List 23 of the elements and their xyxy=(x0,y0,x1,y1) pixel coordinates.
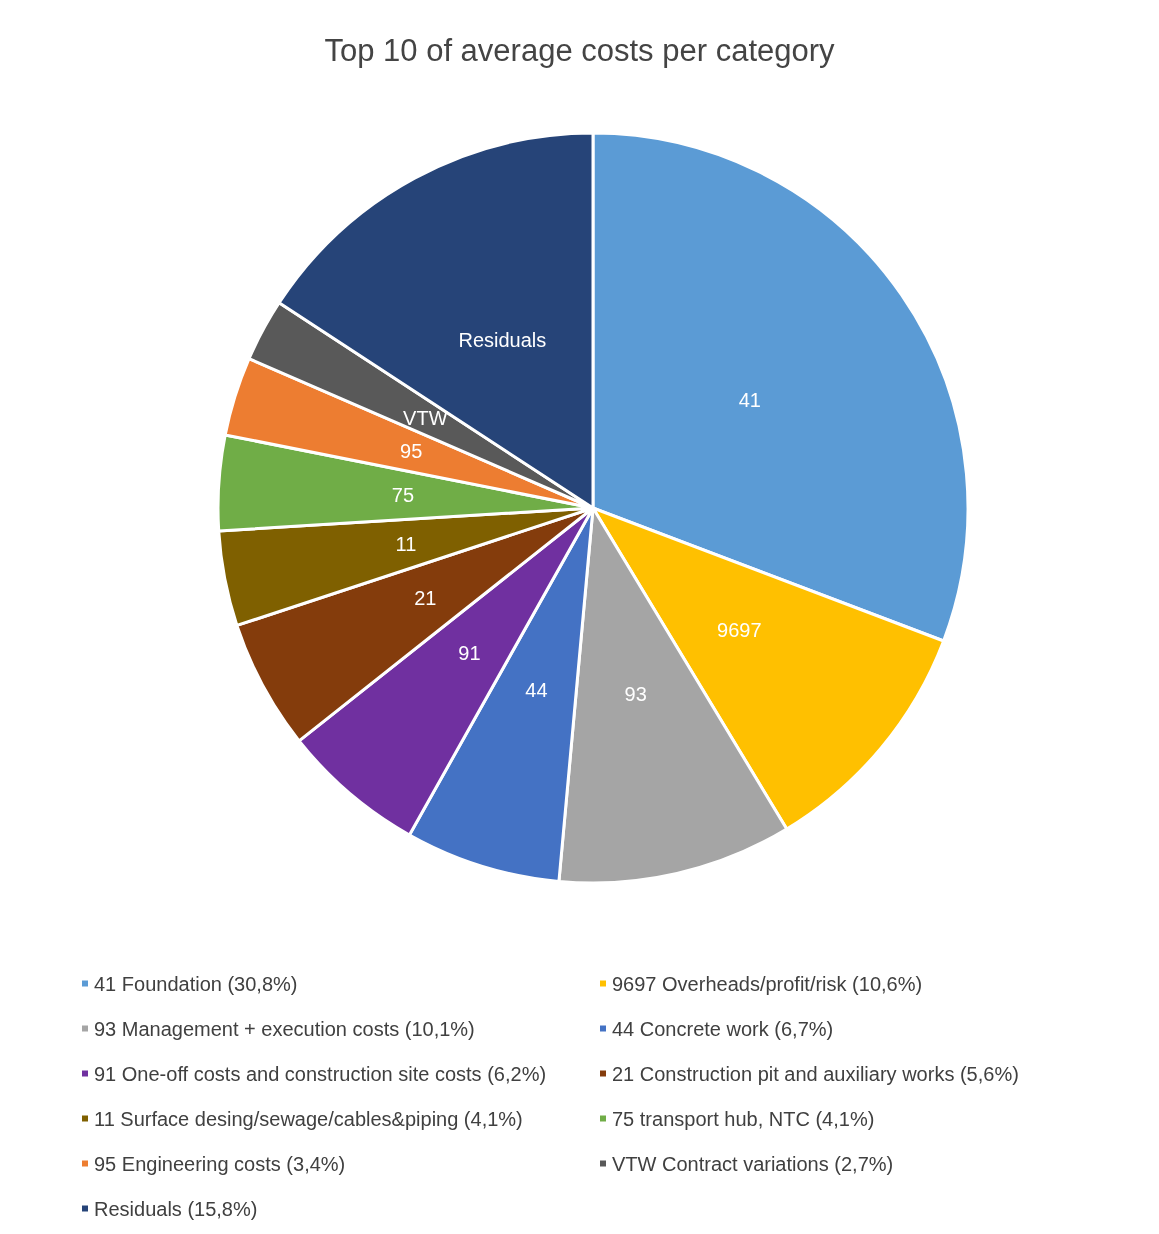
text: 11 xyxy=(395,532,417,555)
chart-title: Top 10 of average costs per category xyxy=(324,33,836,68)
text: 95 xyxy=(400,440,423,463)
legend-label: VTW Contract variations (2,7%) xyxy=(612,1152,894,1175)
legend-label: Residuals (15,8%) xyxy=(94,1197,258,1220)
legend-label: 95 Engineering costs (3,4%) xyxy=(94,1152,346,1175)
text: 91 xyxy=(458,641,481,664)
text: Residuals xyxy=(458,329,547,352)
text: 21 xyxy=(414,587,437,610)
text: 44 xyxy=(525,678,548,701)
legend-label: 11 Surface desing/sewage/cables&piping (4,1%) xyxy=(94,1107,523,1130)
legend-label: 75 transport hub, NTC (4,1%) xyxy=(612,1107,875,1130)
text: 75 xyxy=(391,484,415,507)
legend-label: 91 One-off costs and construction site costs (6,2%) xyxy=(94,1062,547,1085)
text: 93 xyxy=(624,682,647,705)
legend-label: 44 Concrete work (6,7%) xyxy=(612,1017,834,1040)
legend-label: 9697 Overheads/profit/risk (10,6%) xyxy=(612,972,923,995)
legend-label: 41 Foundation (30,8%) xyxy=(94,972,298,995)
legend-label: 21 Construction pit and auxiliary works (5,6%) xyxy=(612,1062,1019,1085)
text: VTW xyxy=(403,406,448,429)
text: 9697 xyxy=(717,619,762,642)
text: 41 xyxy=(738,388,761,411)
legend-label: 93 Management + execution costs (10,1%) xyxy=(94,1017,475,1040)
